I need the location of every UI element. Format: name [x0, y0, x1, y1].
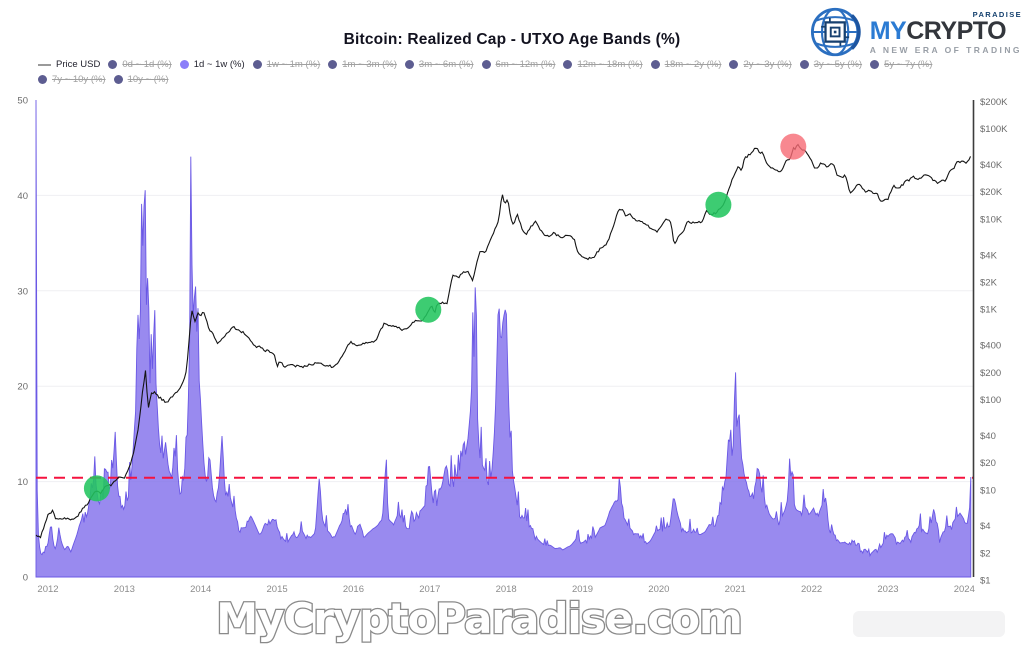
legend-label: 12m ~ 18m (%)	[577, 59, 643, 70]
y-axis-right-tick: $100	[980, 395, 1001, 406]
x-axis-tick: 2022	[801, 584, 822, 595]
legend-item-2y-3y[interactable]: 2y ~ 3y (%)	[729, 59, 792, 70]
x-axis-tick: 2019	[572, 584, 593, 595]
page-title: Bitcoin: Realized Cap - UTXO Age Bands (…	[343, 31, 681, 48]
brand-tagline: A NEW ERA OF TRADING	[869, 45, 1022, 55]
legend-dot-swatch	[799, 60, 809, 69]
x-axis-tick: 2016	[343, 584, 364, 595]
legend-item-18m-2y[interactable]: 18m ~ 2y (%)	[650, 59, 722, 70]
legend-label: 1d ~ 1w (%)	[193, 59, 245, 70]
x-axis-tick: 2014	[190, 584, 211, 595]
x-axis-tick: 2012	[37, 584, 58, 595]
brand-badge: PARADISE	[972, 10, 1022, 19]
legend-dot-swatch	[179, 60, 189, 69]
x-axis-tick: 2024	[954, 584, 975, 595]
legend-label: 1w ~ 1m (%)	[266, 59, 321, 70]
y-axis-left-tick: 20	[17, 382, 28, 393]
y-axis-right-tick: $10	[980, 485, 996, 496]
cycle-marker	[705, 191, 732, 218]
y-axis-right-tick: $4K	[980, 250, 998, 261]
legend-label: 10y ~ (%)	[127, 74, 169, 85]
x-axis-tick: 2023	[877, 584, 898, 595]
legend-dot-swatch	[563, 60, 573, 69]
legend-label: 3y ~ 5y (%)	[813, 59, 863, 70]
y-axis-left-tick: 0	[23, 573, 28, 584]
x-axis-tick: 2020	[648, 584, 669, 595]
brand-wordmark: MYCRYPTO	[869, 17, 1007, 45]
x-axis-tick: 2021	[725, 584, 746, 595]
y-axis-right-tick: $10K	[980, 214, 1003, 225]
legend-dot-swatch	[870, 60, 880, 69]
x-axis-tick: 2015	[267, 584, 288, 595]
legend-item-1w-1m[interactable]: 1w ~ 1m (%)	[252, 59, 321, 70]
y-axis-right-tick: $2	[980, 548, 991, 559]
y-axis-left-tick: 10	[17, 477, 28, 488]
x-axis-tick: 2013	[114, 584, 135, 595]
legend-row: 7y ~ 10y (%) 10y ~ (%)	[38, 74, 1006, 85]
brand-name-primary: MY	[869, 17, 907, 45]
legend-item-1d-1w[interactable]: 1d ~ 1w (%)	[179, 59, 245, 70]
y-axis-right-tick: $200	[980, 368, 1001, 379]
legend-dot-swatch	[729, 60, 739, 69]
y-axis-right-tick: $40	[980, 431, 996, 442]
legend-item-12m-18m[interactable]: 12m ~ 18m (%)	[563, 59, 643, 70]
legend-item-price-usd[interactable]: Price USD	[38, 59, 100, 70]
legend-dot-swatch	[108, 60, 118, 69]
legend-label: 1m ~ 3m (%)	[342, 59, 397, 70]
legend-row: Price USD 0d ~ 1d (%) 1d ~ 1w (%) 1w ~ 1m (…	[38, 59, 1006, 70]
y-axis-left-tick: 40	[17, 191, 28, 202]
y-axis-right-tick: $1K	[980, 305, 998, 316]
brand-name-secondary: CRYPTO	[906, 17, 1007, 45]
cycle-marker	[415, 296, 442, 323]
cycle-marker	[83, 475, 110, 502]
y-axis-right-tick: $20	[980, 458, 996, 469]
y-axis-left-tick: 30	[17, 286, 28, 297]
y-axis-right-tick: $400	[980, 341, 1001, 352]
legend-dot-swatch	[481, 60, 491, 69]
legend-line-swatch	[38, 63, 51, 66]
y-axis-left-tick: 50	[17, 96, 28, 107]
legend-item-6m-12m[interactable]: 6m ~ 12m (%)	[481, 59, 556, 70]
brand-logo: PARADISE MYCRYPTO A NEW ERA OF TRADING	[808, 4, 1022, 60]
x-axis-tick: 2017	[419, 584, 440, 595]
legend-label: 3m ~ 6m (%)	[418, 59, 474, 70]
legend-label: Price USD	[56, 59, 101, 70]
y-axis-right-tick: $200K	[980, 97, 1008, 108]
watermark: MyCryptoParadise.com	[215, 593, 744, 645]
price-line-series	[35, 143, 972, 539]
y-axis-right-tick: $20K	[980, 187, 1003, 198]
legend-label: 6m ~ 12m (%)	[495, 59, 556, 70]
legend-dot-swatch	[404, 60, 414, 69]
legend-label: 18m ~ 2y (%)	[664, 59, 722, 70]
legend-item-3m-6m[interactable]: 3m ~ 6m (%)	[404, 59, 474, 70]
cycle-marker	[780, 133, 807, 160]
legend-label: 2y ~ 3y (%)	[743, 59, 792, 70]
y-axis-right-tick: $1	[980, 576, 991, 587]
legend-dot-swatch	[650, 60, 660, 69]
attribution-box	[853, 611, 1005, 637]
legend-label: 7y ~ 10y (%)	[52, 74, 106, 85]
legend-item-5y-7y[interactable]: 5y ~ 7y (%)	[870, 59, 932, 70]
y-axis-right-tick: $2K	[980, 278, 998, 289]
globe-icon	[810, 7, 861, 57]
y-axis-right-tick: $100K	[980, 124, 1008, 135]
legend: Price USD 0d ~ 1d (%) 1d ~ 1w (%) 1w ~ 1m (…	[38, 59, 1006, 89]
legend-dot-swatch	[113, 75, 123, 84]
legend-item-7y-10y[interactable]: 7y ~ 10y (%)	[38, 74, 106, 85]
legend-dot-swatch	[328, 60, 338, 69]
legend-label: 0d ~ 1d (%)	[122, 59, 172, 70]
age-band-area-series	[35, 99, 972, 578]
y-axis-right-tick: $4	[980, 521, 991, 532]
legend-item-0d-1d[interactable]: 0d ~ 1d (%)	[108, 59, 172, 70]
legend-item-10y[interactable]: 10y ~ (%)	[113, 74, 169, 85]
legend-item-3y-5y[interactable]: 3y ~ 5y (%)	[799, 59, 863, 70]
legend-label: 5y ~ 7y (%)	[884, 59, 933, 70]
legend-dot-swatch	[252, 60, 262, 69]
y-axis-right-tick: $40K	[980, 160, 1003, 171]
legend-item-1m-3m[interactable]: 1m ~ 3m (%)	[328, 59, 397, 70]
legend-dot-swatch	[38, 75, 47, 84]
x-axis-tick: 2018	[496, 584, 517, 595]
